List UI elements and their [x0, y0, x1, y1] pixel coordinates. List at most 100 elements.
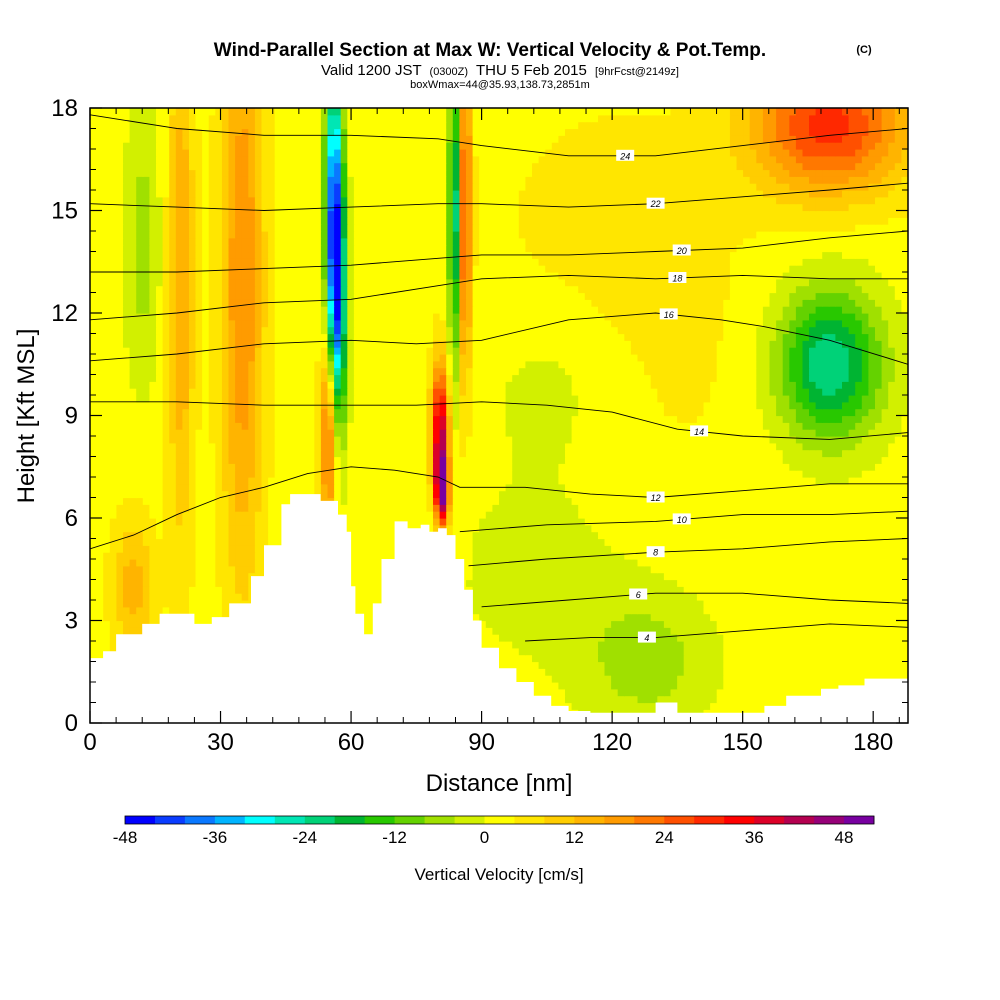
velocity-cell — [551, 634, 559, 642]
velocity-cell — [373, 456, 381, 464]
velocity-cell — [208, 593, 216, 601]
velocity-cell — [630, 654, 639, 663]
velocity-cell — [532, 641, 540, 649]
velocity-cell — [901, 531, 908, 540]
velocity-cell — [795, 586, 804, 594]
velocity-cell — [901, 654, 908, 663]
velocity-cell — [835, 641, 843, 649]
velocity-cell — [861, 634, 869, 642]
velocity-cell — [842, 449, 850, 458]
velocity-cell — [558, 518, 566, 526]
velocity-cell — [142, 490, 150, 499]
velocity-cell — [789, 470, 797, 478]
velocity-cell — [868, 600, 876, 608]
velocity-cell — [822, 504, 830, 512]
velocity-cell — [894, 593, 902, 601]
velocity-cell — [103, 627, 111, 635]
velocity-cell — [169, 552, 177, 560]
velocity-cell — [822, 545, 830, 553]
velocity-cell — [894, 518, 902, 526]
velocity-cell — [314, 456, 322, 464]
velocity-cell — [360, 600, 368, 608]
velocity-cell — [611, 586, 619, 594]
velocity-cell — [881, 613, 889, 622]
velocity-cell — [505, 572, 513, 581]
velocity-cell — [901, 627, 908, 635]
velocity-cell — [815, 620, 823, 628]
velocity-cell — [221, 442, 230, 451]
velocity-cell — [103, 620, 111, 628]
velocity-cell — [762, 518, 771, 526]
velocity-cell — [875, 477, 883, 485]
velocity-cell — [848, 483, 856, 492]
velocity-cell — [221, 456, 230, 464]
velocity-cell — [630, 504, 639, 512]
velocity-cell — [901, 586, 908, 594]
velocity-cell — [637, 559, 645, 567]
velocity-cell — [901, 559, 908, 567]
velocity-cell — [538, 518, 546, 526]
velocity-cell — [677, 579, 685, 587]
velocity-cell — [578, 545, 586, 553]
velocity-cell — [221, 565, 230, 574]
velocity-cell — [624, 613, 632, 622]
velocity-cell — [129, 613, 137, 622]
velocity-cell — [103, 586, 111, 594]
velocity-cell — [690, 559, 698, 567]
velocity-cell — [162, 518, 170, 526]
velocity-cell — [637, 688, 645, 697]
velocity-cell — [208, 490, 216, 499]
velocity-cell — [703, 634, 711, 642]
velocity-cell — [156, 490, 164, 499]
velocity-cell — [703, 586, 711, 594]
velocity-cell — [835, 634, 843, 642]
velocity-cell — [175, 524, 183, 533]
velocity-cell — [175, 593, 183, 601]
velocity-cell — [743, 490, 751, 499]
velocity-cell — [571, 449, 579, 458]
velocity-cell — [373, 483, 381, 492]
velocity-cell — [683, 682, 691, 690]
velocity-cell — [525, 593, 533, 601]
velocity-cell — [598, 511, 606, 519]
velocity-cell — [116, 463, 124, 471]
velocity-cell — [611, 531, 619, 540]
velocity-cell — [690, 688, 698, 697]
velocity-cell — [875, 579, 883, 587]
velocity-cell — [215, 552, 223, 560]
velocity-cell — [624, 668, 632, 676]
velocity-cell — [525, 579, 533, 587]
velocity-cell — [156, 524, 164, 533]
velocity-cell — [670, 634, 678, 642]
velocity-cell — [888, 606, 896, 615]
velocity-cell — [584, 654, 592, 663]
velocity-cell — [538, 490, 546, 499]
velocity-cell — [228, 531, 236, 540]
velocity-cell — [195, 606, 203, 615]
velocity-cell — [663, 545, 672, 553]
velocity-cell — [736, 456, 744, 464]
velocity-cell — [604, 579, 612, 587]
velocity-cell — [868, 647, 876, 656]
velocity-cell — [875, 634, 883, 642]
velocity-cell — [558, 552, 566, 560]
velocity-cell — [386, 504, 395, 512]
velocity-cell — [314, 477, 322, 485]
velocity-cell — [670, 538, 678, 546]
velocity-cell — [716, 559, 724, 567]
velocity-cell — [604, 483, 612, 492]
velocity-cell — [809, 661, 817, 669]
velocity-cell — [208, 559, 216, 567]
velocity-cell — [868, 586, 876, 594]
velocity-cell — [716, 565, 724, 574]
velocity-cell — [835, 668, 843, 676]
velocity-cell — [630, 647, 639, 656]
velocity-cell — [683, 606, 691, 615]
velocity-cell — [512, 490, 520, 499]
velocity-cell — [367, 497, 375, 505]
velocity-cell — [202, 565, 210, 574]
velocity-cell — [657, 531, 665, 540]
velocity-cell — [598, 682, 606, 690]
velocity-cell — [90, 483, 98, 492]
